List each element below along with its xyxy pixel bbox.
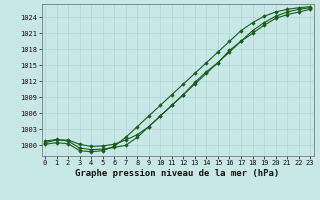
X-axis label: Graphe pression niveau de la mer (hPa): Graphe pression niveau de la mer (hPa) — [76, 169, 280, 178]
